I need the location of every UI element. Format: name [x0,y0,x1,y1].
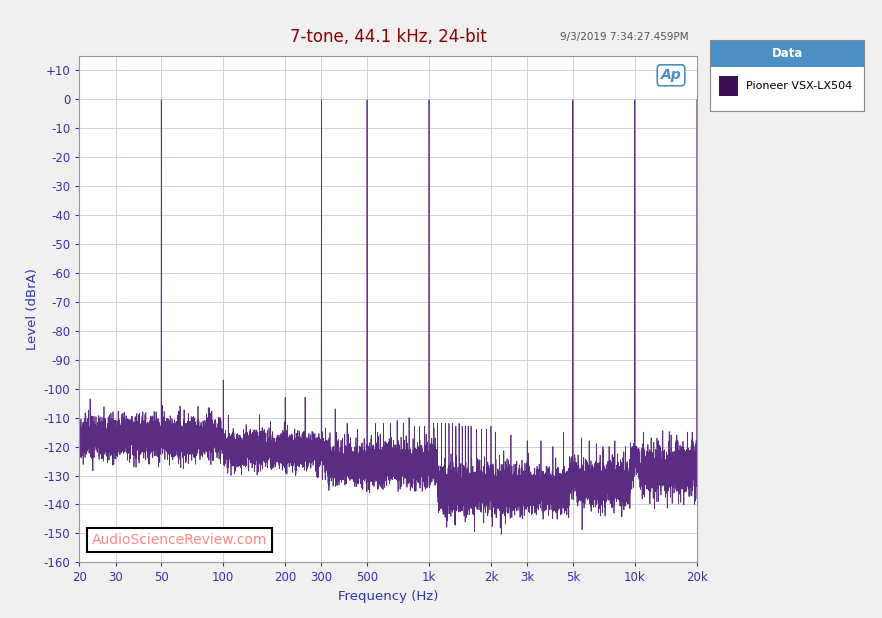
X-axis label: Frequency (Hz): Frequency (Hz) [338,590,438,603]
Bar [720,76,737,96]
Text: Data: Data [772,47,803,60]
Text: Ap: Ap [661,68,681,82]
Text: AudioScienceReview.com: AudioScienceReview.com [92,533,267,547]
Text: Pioneer VSX-LX504: Pioneer VSX-LX504 [745,81,852,91]
Text: 9/3/2019 7:34:27.459PM: 9/3/2019 7:34:27.459PM [560,32,689,42]
Y-axis label: Level (dBrA): Level (dBrA) [26,268,40,350]
Text: 7-tone, 44.1 kHz, 24-bit: 7-tone, 44.1 kHz, 24-bit [289,28,487,46]
Bar [710,40,864,67]
